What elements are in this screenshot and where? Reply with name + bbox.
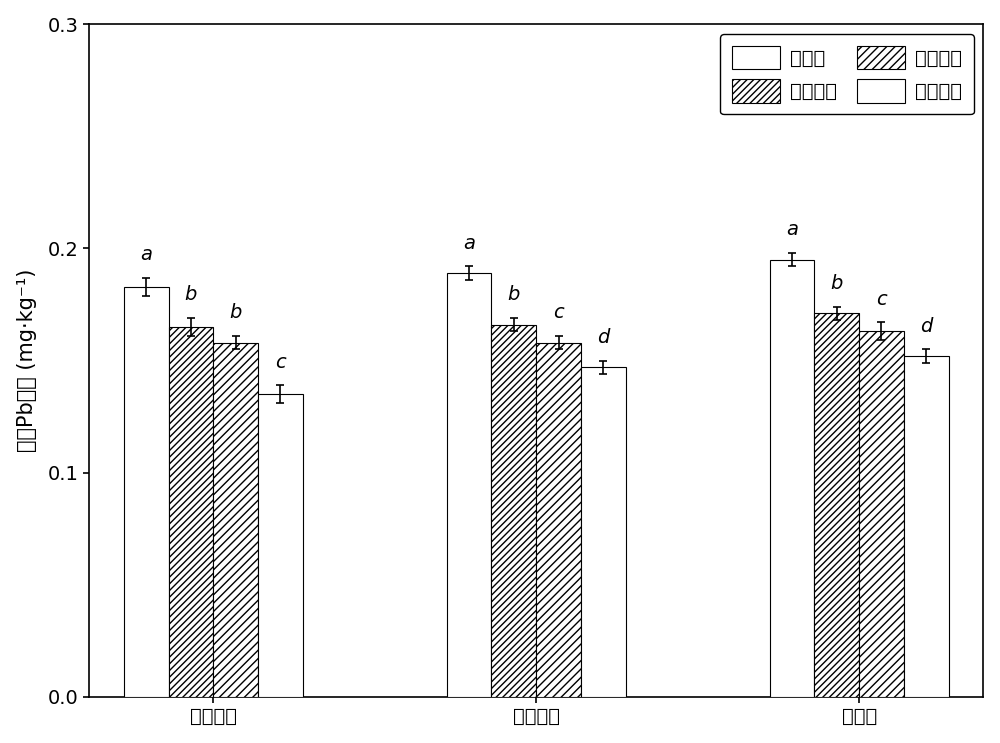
Text: c: c	[876, 290, 887, 309]
Bar	[258, 395, 303, 697]
Text: c: c	[275, 353, 286, 372]
Bar	[770, 259, 814, 697]
Text: b: b	[229, 303, 242, 322]
Bar	[124, 287, 169, 697]
Text: b: b	[831, 274, 843, 293]
Bar	[169, 327, 213, 697]
Legend: 无处理, 喷施一次, 喷施两次, 喷施三次: 无处理, 喷施一次, 喷施两次, 喷施三次	[720, 34, 974, 114]
Text: a: a	[786, 221, 798, 239]
Bar	[536, 343, 581, 697]
Bar	[904, 356, 949, 697]
Bar	[581, 367, 626, 697]
Text: b: b	[508, 285, 520, 305]
Text: d: d	[597, 328, 609, 347]
Text: b: b	[185, 285, 197, 305]
Bar	[814, 314, 859, 697]
Text: a: a	[463, 234, 475, 253]
Y-axis label: 籽粒Pb含量 (mg·kg⁻¹): 籽粒Pb含量 (mg·kg⁻¹)	[17, 269, 37, 452]
Bar	[213, 343, 258, 697]
Text: c: c	[553, 303, 564, 322]
Bar	[447, 273, 491, 697]
Text: d: d	[920, 317, 932, 336]
Bar	[491, 325, 536, 697]
Bar	[859, 331, 904, 697]
Text: a: a	[140, 245, 152, 264]
